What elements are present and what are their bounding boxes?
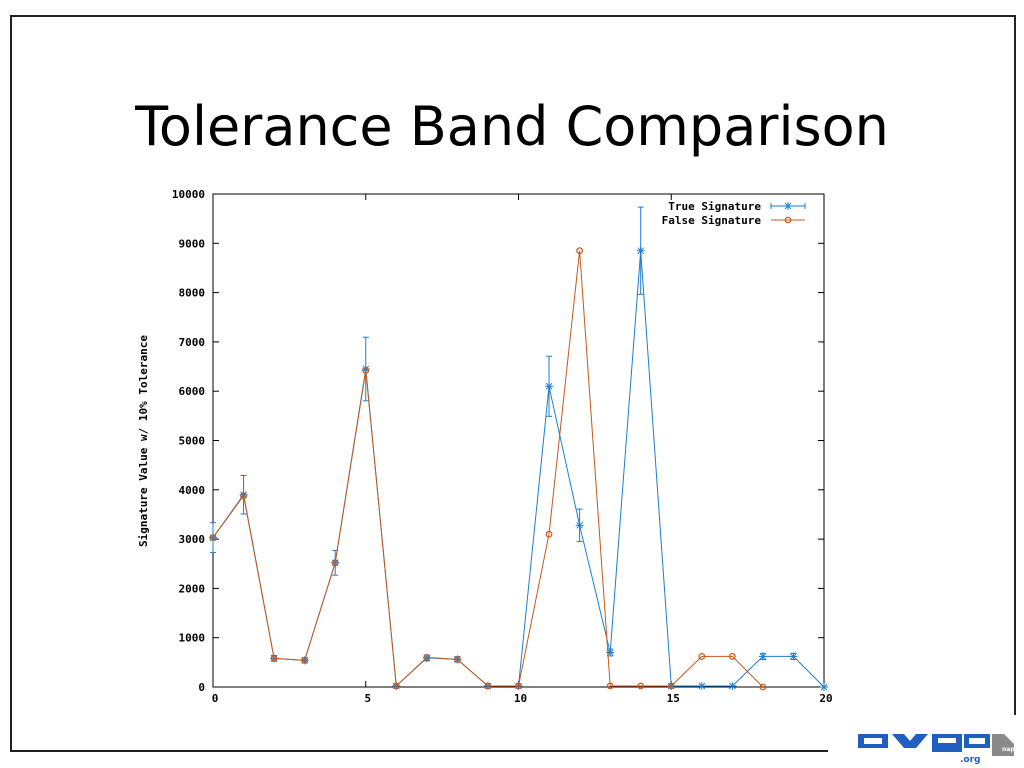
frame-top-border (10, 15, 1016, 17)
logo-badge (992, 734, 1014, 756)
marker-stroke (362, 365, 370, 373)
data-point (331, 559, 339, 567)
y-tick-label: 1000 (179, 632, 206, 645)
data-point (545, 530, 553, 538)
data-point (240, 492, 247, 500)
y-tick-label: 9000 (179, 237, 206, 250)
data-point (820, 683, 828, 691)
data-point (667, 682, 675, 690)
data-point (484, 682, 492, 690)
data-point (698, 653, 706, 660)
slide-title: Tolerance Band Comparison (135, 95, 889, 158)
data-point (637, 682, 645, 690)
frame-bottom-border (10, 750, 828, 752)
x-tick-label: 10 (514, 692, 527, 705)
marker-stroke (698, 682, 706, 690)
x-tick-label: 5 (364, 692, 371, 705)
series-line (212, 250, 825, 688)
data-point (728, 682, 737, 691)
y-tick-label: 3000 (179, 533, 206, 546)
y-tick-label: 6000 (179, 385, 206, 398)
data-point (209, 534, 217, 542)
x-tick-label: 0 (212, 692, 219, 705)
data-point (575, 521, 584, 530)
data-point (545, 382, 554, 391)
data-point (515, 682, 522, 690)
data-point (301, 656, 309, 664)
logo-x-shape (892, 734, 928, 748)
data-point (454, 655, 461, 663)
legend-label: False Signature (662, 214, 762, 227)
x-tick-label: 20 (819, 692, 832, 705)
series-line (212, 250, 764, 688)
marker-stroke (820, 683, 828, 691)
y-tick-label: 8000 (179, 287, 206, 300)
legend-entry: True Signature (668, 200, 806, 213)
data-point (423, 654, 431, 661)
y-tick-label: 2000 (179, 582, 206, 595)
marker-stroke (637, 247, 645, 255)
y-tick-label: 10000 (172, 188, 205, 201)
data-point (759, 683, 767, 691)
site-logo: nap .org (858, 734, 1015, 765)
data-point (728, 653, 736, 660)
marker-stroke (790, 653, 797, 660)
data-point (362, 367, 370, 374)
logo-block-2-hole (938, 738, 956, 743)
y-tick-label: 4000 (179, 484, 206, 497)
logo-badge-text: nap (1002, 746, 1015, 753)
marker-stroke (545, 382, 553, 390)
y-axis-label: Signature Value w/ 10% Tolerance (137, 335, 150, 547)
logo-block-3-hole (969, 738, 985, 744)
data-point (789, 652, 798, 661)
series-true-signature (209, 206, 828, 691)
data-point (606, 682, 614, 690)
legend-marker (784, 216, 792, 224)
marker-stroke (240, 491, 247, 499)
series-layer (209, 206, 828, 691)
legend-entry: False Signature (662, 214, 805, 227)
y-tick-label: 7000 (179, 336, 206, 349)
plot-area-border (212, 193, 825, 688)
data-point (270, 655, 278, 662)
data-point (576, 247, 583, 255)
logo-block-1-hole (864, 738, 882, 744)
data-point (758, 652, 767, 661)
legend-marker (784, 202, 792, 210)
data-point (392, 682, 400, 690)
frame-right-border (1014, 15, 1016, 715)
legend-label: True Signature (668, 200, 761, 213)
data-point (697, 682, 706, 691)
logo-text: .org (960, 755, 980, 765)
data-point (636, 246, 645, 255)
marker-stroke (759, 653, 767, 660)
marker-stroke (784, 202, 792, 210)
frame-left-border (10, 15, 12, 752)
series-false-signature (209, 247, 767, 691)
marker-stroke (728, 682, 736, 690)
marker-stroke (576, 521, 583, 529)
axis-ticks: 0100020003000400050006000700080009000100… (172, 188, 833, 705)
y-tick-label: 5000 (179, 435, 206, 448)
x-tick-label: 15 (667, 692, 680, 705)
y-tick-label: 0 (198, 681, 205, 694)
